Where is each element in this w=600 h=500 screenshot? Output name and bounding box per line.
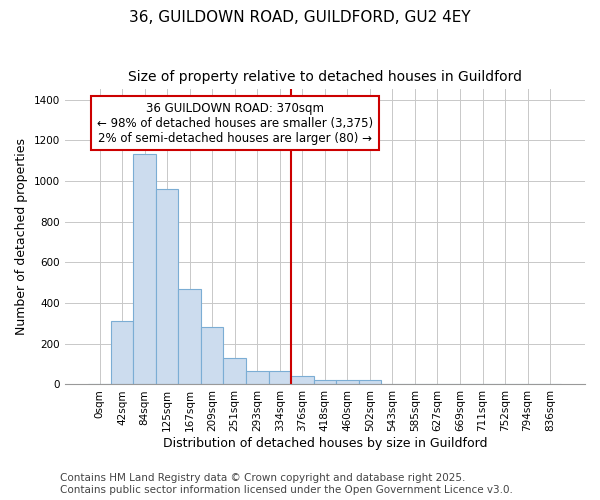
Bar (314, 380, 336, 384)
Text: 36 GUILDOWN ROAD: 370sqm
← 98% of detached houses are smaller (3,375)
2% of semi: 36 GUILDOWN ROAD: 370sqm ← 98% of detach… (97, 102, 373, 144)
Y-axis label: Number of detached properties: Number of detached properties (15, 138, 28, 336)
Text: 36, GUILDOWN ROAD, GUILDFORD, GU2 4EY: 36, GUILDOWN ROAD, GUILDFORD, GU2 4EY (129, 10, 471, 25)
Bar (133, 154, 156, 384)
X-axis label: Distribution of detached houses by size in Guildford: Distribution of detached houses by size … (163, 437, 487, 450)
Bar (291, 376, 314, 384)
Bar (111, 322, 133, 384)
Title: Size of property relative to detached houses in Guildford: Size of property relative to detached ho… (128, 70, 522, 84)
Text: Contains HM Land Registry data © Crown copyright and database right 2025.
Contai: Contains HM Land Registry data © Crown c… (60, 474, 513, 495)
Bar (156, 189, 178, 384)
Bar (269, 371, 291, 384)
Bar (223, 358, 246, 384)
Bar (178, 289, 201, 384)
Bar (359, 380, 381, 384)
Bar (201, 328, 223, 384)
Bar (246, 371, 269, 384)
Bar (336, 380, 359, 384)
